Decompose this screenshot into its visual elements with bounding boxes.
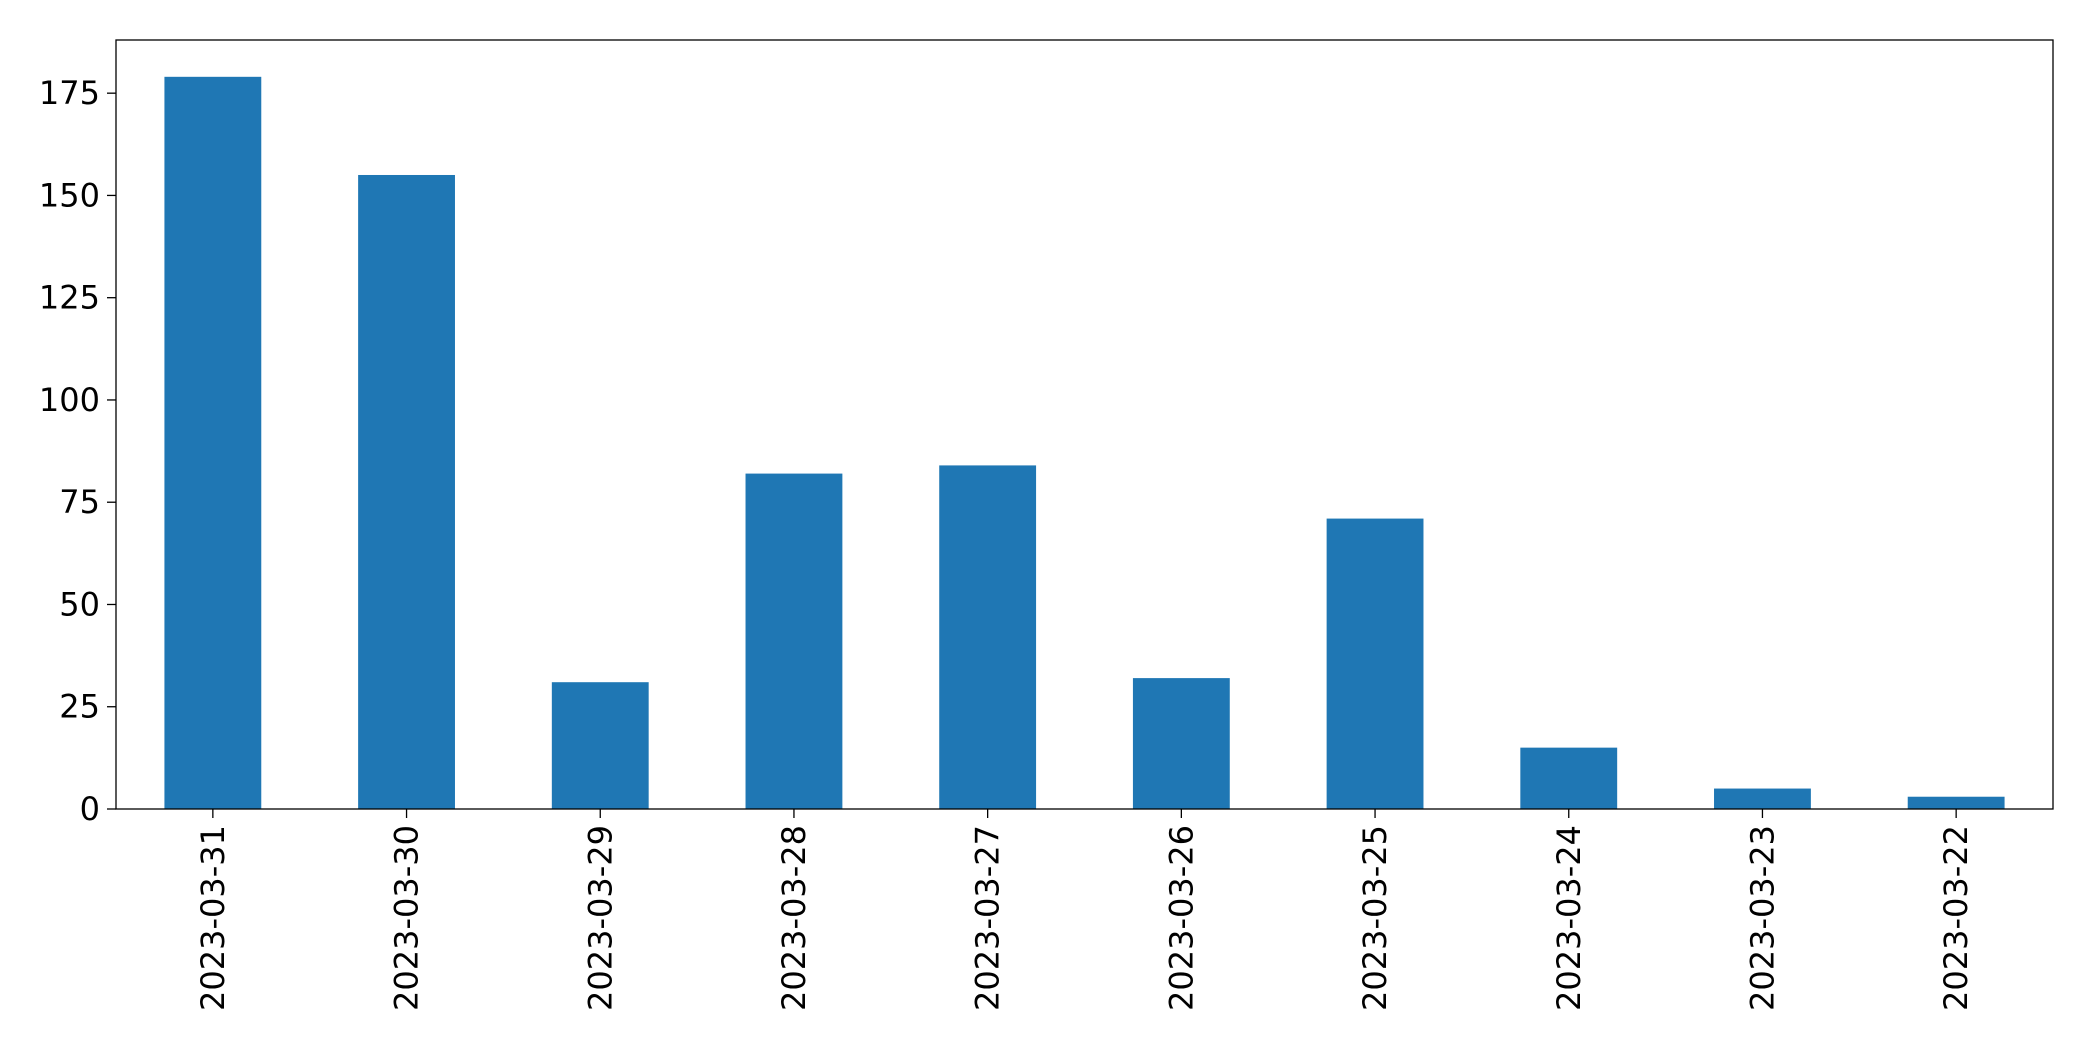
- x-tick-label: 2023-03-26: [1162, 825, 1200, 1011]
- bar: [1520, 747, 1618, 809]
- x-tick-label: 2023-03-27: [969, 825, 1007, 1011]
- bar: [1907, 796, 2005, 809]
- x-tick-label: 2023-03-31: [194, 825, 232, 1011]
- x-tick-label: 2023-03-22: [1937, 825, 1975, 1011]
- y-tick-label: 150: [39, 176, 100, 214]
- bar: [745, 473, 843, 809]
- y-tick-label: 100: [39, 381, 100, 419]
- x-tick-label: 2023-03-28: [775, 825, 813, 1011]
- bar: [1326, 518, 1424, 809]
- plot-frame: [115, 39, 2054, 810]
- x-tick-label: 2023-03-25: [1356, 825, 1394, 1011]
- bar: [939, 465, 1037, 809]
- x-tick-label: 2023-03-23: [1743, 825, 1781, 1011]
- y-tick-label: 0: [80, 790, 100, 828]
- x-tick-label: 2023-03-30: [388, 825, 426, 1011]
- y-tick-label: 125: [39, 279, 100, 317]
- y-tick-label: 175: [39, 74, 100, 112]
- y-tick-label: 75: [59, 483, 100, 521]
- x-tick-label: 2023-03-29: [581, 825, 619, 1011]
- x-tick-label: 2023-03-24: [1550, 825, 1588, 1011]
- bar: [164, 76, 262, 809]
- y-tick-label: 50: [59, 585, 100, 623]
- bar: [1714, 788, 1811, 809]
- y-tick-label: 25: [59, 688, 100, 726]
- bar: [551, 682, 649, 809]
- bar: [1132, 678, 1230, 809]
- bar: [358, 174, 455, 810]
